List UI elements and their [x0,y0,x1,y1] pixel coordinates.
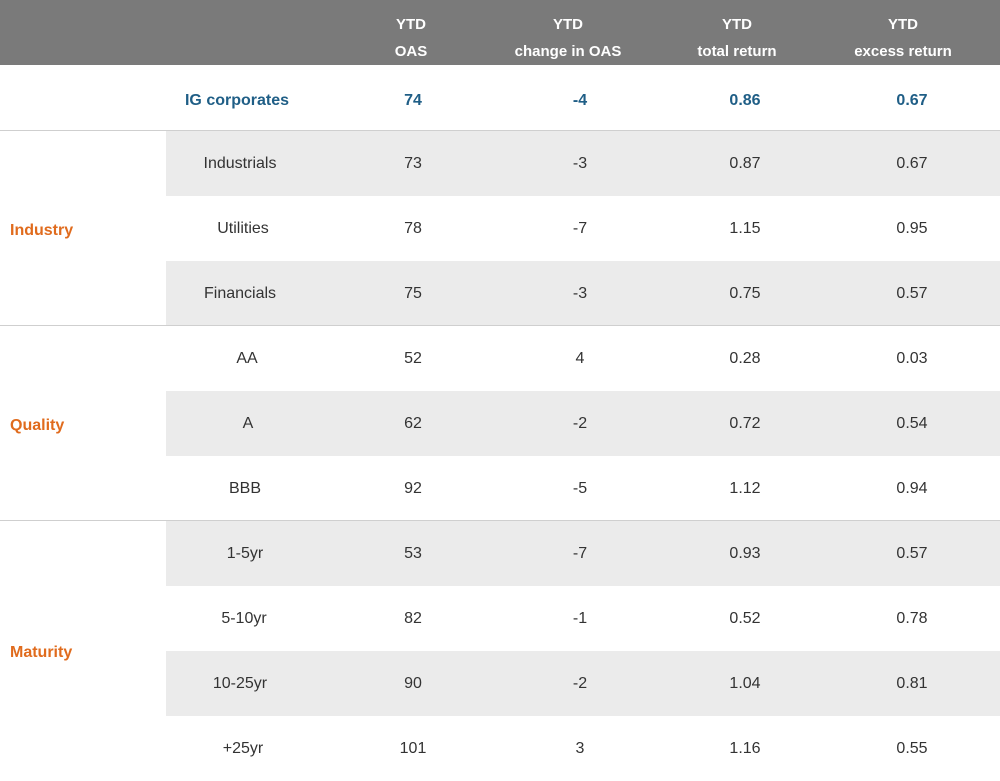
row-label: +25yr [222,740,264,757]
cell-oas: 78 [404,220,422,237]
cell-excess: 0.55 [896,740,928,757]
divider [0,130,1000,131]
cell-total: 0.75 [729,285,761,302]
cell-change: -7 [572,220,588,237]
table-row: 5-10yr 82 -1 0.52 0.78 [0,586,1000,651]
cell-oas: 73 [404,155,422,172]
row-label: Financials [203,285,277,302]
header-line: excess return [854,43,952,60]
cell-excess: 0.94 [896,480,928,497]
cell-oas: 75 [404,285,422,302]
header-ytd-oas: YTD OAS [311,11,511,65]
cell-total: 0.72 [729,415,761,432]
row-label: Industrials [203,155,277,172]
row-label: IG corporates [184,92,290,109]
cell-total: 0.28 [729,350,761,367]
cell-change: -2 [572,415,588,432]
header-line: YTD [396,16,426,33]
group-label-industry: Industry [10,222,74,239]
header-line: total return [697,43,777,60]
header-line: OAS [394,43,428,60]
cell-total: 0.52 [729,610,761,627]
row-label: A [242,415,254,432]
table-row: Industrials 73 -3 0.87 0.67 [166,131,1000,196]
cell-total: 1.16 [729,740,761,757]
header-line: YTD [722,16,752,33]
divider [0,520,1000,521]
row-label: 1-5yr [226,545,264,562]
cell-change: -2 [572,675,588,692]
cell-change: -4 [572,92,588,109]
cell-excess: 0.67 [896,155,928,172]
cell-excess: 0.57 [896,545,928,562]
cell-total: 1.12 [729,480,761,497]
cell-oas: 101 [399,740,427,757]
cell-total: 0.87 [729,155,761,172]
table-row: A 62 -2 0.72 0.54 [166,391,1000,456]
cell-change: -1 [572,610,588,627]
row-label: AA [236,350,258,367]
cell-excess: 0.95 [896,220,928,237]
cell-change: -3 [572,155,588,172]
row-label: 5-10yr [221,610,267,627]
cell-total: 0.93 [729,545,761,562]
row-label: 10-25yr [212,675,268,692]
header-line: YTD [553,16,583,33]
cell-total: 1.15 [729,220,761,237]
cell-excess: 0.03 [896,350,928,367]
divider [0,325,1000,326]
group-label-quality: Quality [10,417,65,434]
row-label: BBB [228,480,261,497]
cell-excess: 0.81 [896,675,928,692]
cell-oas: 62 [404,415,422,432]
cell-excess: 0.57 [896,285,928,302]
table-row: 10-25yr 90 -2 1.04 0.81 [166,651,1000,716]
table-header: YTD OAS YTD change in OAS YTD total retu… [0,0,1000,65]
cell-change: -5 [572,480,588,497]
cell-excess: 0.78 [896,610,928,627]
cell-oas: 74 [404,92,422,109]
table-row: AA 52 4 0.28 0.03 [0,326,1000,391]
header-ytd-change-in-oas: YTD change in OAS [468,11,668,65]
table-row: Financials 75 -3 0.75 0.57 [166,261,1000,326]
cell-change: -7 [572,545,588,562]
header-line: change in OAS [514,43,622,60]
cell-change: 3 [575,740,585,757]
cell-oas: 52 [404,350,422,367]
table-row: Utilities 78 -7 1.15 0.95 [0,196,1000,261]
cell-total: 1.04 [729,675,761,692]
row-label: Utilities [217,220,269,237]
table-row: 1-5yr 53 -7 0.93 0.57 [166,521,1000,586]
cell-excess: 0.54 [896,415,928,432]
header-ytd-total-return: YTD total return [637,11,837,65]
cell-oas: 53 [404,545,422,562]
cell-change: 4 [575,350,585,367]
cell-change: -3 [572,285,588,302]
header-line: YTD [888,16,918,33]
table-row-ig-corporates: IG corporates 74 -4 0.86 0.67 [0,68,1000,133]
cell-excess: 0.67 [896,92,928,109]
table-row: +25yr 101 3 1.16 0.55 [0,716,1000,781]
group-label-maturity: Maturity [10,644,73,661]
table-row: BBB 92 -5 1.12 0.94 [0,456,1000,521]
cell-oas: 90 [404,675,422,692]
cell-oas: 92 [404,480,422,497]
cell-total: 0.86 [729,92,761,109]
cell-oas: 82 [404,610,422,627]
header-ytd-excess-return: YTD excess return [803,11,1000,65]
